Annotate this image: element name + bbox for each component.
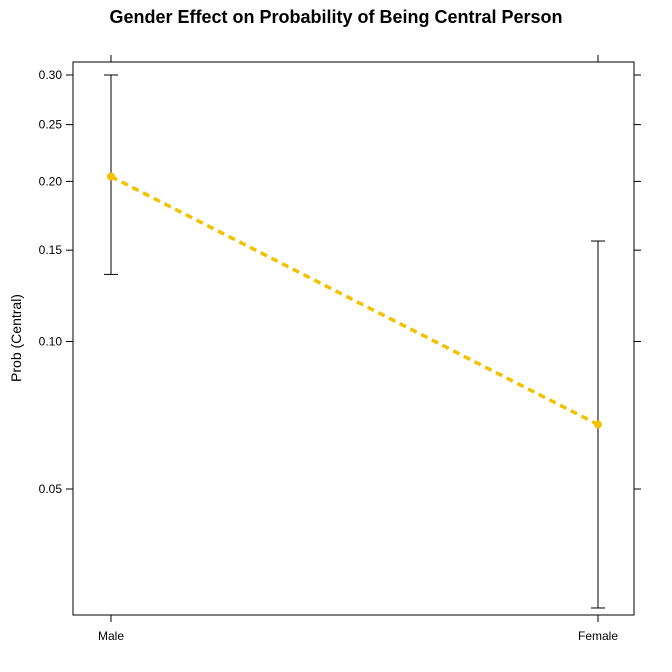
y-tick-label: 0.30 [39, 68, 63, 82]
y-tick-label: 0.20 [39, 174, 63, 188]
series-points [107, 172, 602, 429]
error-bars [104, 74, 605, 609]
y-tick-label: 0.15 [39, 243, 63, 257]
y-tick-label: 0.10 [39, 334, 63, 348]
series-lines [110, 174, 599, 427]
data-point [594, 420, 602, 429]
plot-frame [72, 61, 635, 616]
y-tick-label: 0.25 [39, 118, 63, 132]
chart-title: Gender Effect on Probability of Being Ce… [109, 7, 562, 27]
x-axis: Male Female [98, 55, 618, 643]
data-point [107, 172, 115, 181]
x-tick-label: Male [98, 629, 124, 643]
y-axis: 0.05 0.10 0.15 0.20 0.25 0.30 [39, 68, 641, 496]
y-axis-label: Prob (Central) [8, 294, 24, 382]
x-tick-label: Female [578, 629, 618, 643]
series-line [110, 174, 599, 427]
y-tick-label: 0.05 [39, 482, 63, 496]
